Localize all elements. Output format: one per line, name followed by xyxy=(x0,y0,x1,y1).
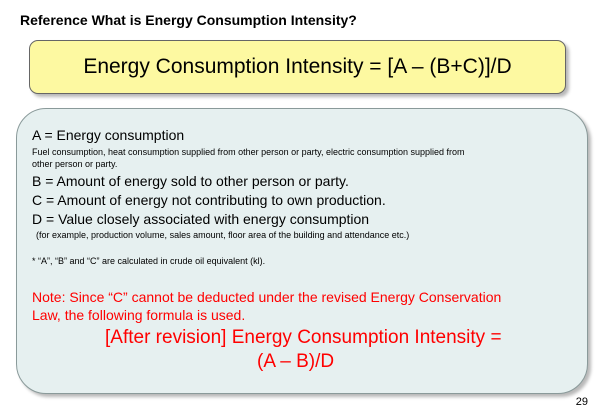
definition-a-detail-line-1: Fuel consumption, heat consumption suppl… xyxy=(32,147,465,157)
definition-a: A = Energy consumption xyxy=(32,127,185,143)
note-line-2: Law, the following formula is used. xyxy=(32,307,246,323)
slide-title: Reference What is Energy Consumption Int… xyxy=(20,12,357,28)
definition-d-detail: (for example, production volume, sales a… xyxy=(36,230,410,240)
note-line-1: Note: Since “C” cannot be deducted under… xyxy=(32,289,502,305)
formula-box: Energy Consumption Intensity = [A – (B+C… xyxy=(29,40,566,94)
revised-formula-line-1: [After revision] Energy Consumption Inte… xyxy=(105,327,502,348)
definition-a-detail-line-2: other person or party. xyxy=(32,159,118,169)
footnote: * “A”, “B” and “C” are calculated in cru… xyxy=(32,256,266,266)
definition-b: B = Amount of energy sold to other perso… xyxy=(32,173,349,189)
definition-d: D = Value closely associated with energy… xyxy=(32,211,370,227)
definition-c: C = Amount of energy not contributing to… xyxy=(32,192,386,208)
page-number: 29 xyxy=(575,396,588,408)
revised-formula-line-2: (A – B)/D xyxy=(257,351,335,372)
formula-text: Energy Consumption Intensity = [A – (B+C… xyxy=(83,55,512,78)
definitions-panel: A = Energy consumption Fuel consumption,… xyxy=(16,108,588,394)
